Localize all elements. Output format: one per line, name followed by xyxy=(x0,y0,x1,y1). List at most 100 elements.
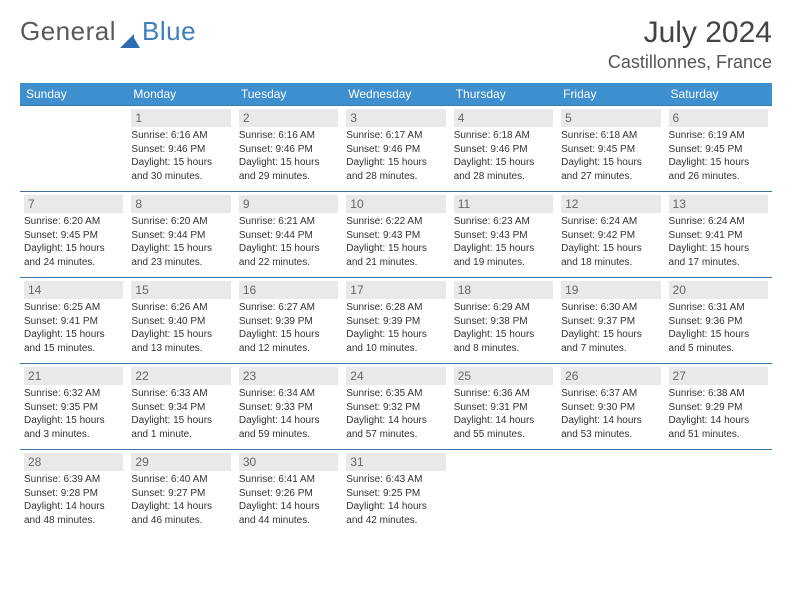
calendar-day-cell xyxy=(20,106,127,192)
sunset-line: Sunset: 9:34 PM xyxy=(131,401,230,415)
sunrise-line: Sunrise: 6:19 AM xyxy=(669,129,768,143)
sunset-line: Sunset: 9:25 PM xyxy=(346,487,445,501)
sunset-line: Sunset: 9:38 PM xyxy=(454,315,553,329)
sunrise-line: Sunrise: 6:16 AM xyxy=(239,129,338,143)
sunset-line: Sunset: 9:46 PM xyxy=(454,143,553,157)
sunset-line: Sunset: 9:44 PM xyxy=(239,229,338,243)
calendar-body: 1Sunrise: 6:16 AMSunset: 9:46 PMDaylight… xyxy=(20,106,772,536)
calendar-day-cell: 6Sunrise: 6:19 AMSunset: 9:45 PMDaylight… xyxy=(665,106,772,192)
calendar-day-cell: 25Sunrise: 6:36 AMSunset: 9:31 PMDayligh… xyxy=(450,364,557,450)
weekday-header: Thursday xyxy=(450,83,557,106)
sunrise-line: Sunrise: 6:18 AM xyxy=(561,129,660,143)
calendar-day-cell: 9Sunrise: 6:21 AMSunset: 9:44 PMDaylight… xyxy=(235,192,342,278)
daylight-line: Daylight: 15 hours and 13 minutes. xyxy=(131,328,230,355)
day-details: Sunrise: 6:20 AMSunset: 9:44 PMDaylight:… xyxy=(131,215,230,269)
sunrise-line: Sunrise: 6:17 AM xyxy=(346,129,445,143)
day-number: 11 xyxy=(454,195,553,213)
weekday-header: Wednesday xyxy=(342,83,449,106)
calendar-header: Sunday Monday Tuesday Wednesday Thursday… xyxy=(20,83,772,106)
day-number: 25 xyxy=(454,367,553,385)
day-details: Sunrise: 6:17 AMSunset: 9:46 PMDaylight:… xyxy=(346,129,445,183)
daylight-line: Daylight: 15 hours and 19 minutes. xyxy=(454,242,553,269)
day-details: Sunrise: 6:18 AMSunset: 9:46 PMDaylight:… xyxy=(454,129,553,183)
calendar-day-cell: 31Sunrise: 6:43 AMSunset: 9:25 PMDayligh… xyxy=(342,450,449,536)
sunrise-line: Sunrise: 6:32 AM xyxy=(24,387,123,401)
day-number: 21 xyxy=(24,367,123,385)
day-details: Sunrise: 6:27 AMSunset: 9:39 PMDaylight:… xyxy=(239,301,338,355)
daylight-line: Daylight: 14 hours and 59 minutes. xyxy=(239,414,338,441)
day-number: 1 xyxy=(131,109,230,127)
calendar-day-cell: 7Sunrise: 6:20 AMSunset: 9:45 PMDaylight… xyxy=(20,192,127,278)
brand-logo: GeneralBlue xyxy=(20,16,196,47)
daylight-line: Daylight: 15 hours and 22 minutes. xyxy=(239,242,338,269)
day-details: Sunrise: 6:23 AMSunset: 9:43 PMDaylight:… xyxy=(454,215,553,269)
day-number: 18 xyxy=(454,281,553,299)
day-details: Sunrise: 6:39 AMSunset: 9:28 PMDaylight:… xyxy=(24,473,123,527)
sunset-line: Sunset: 9:29 PM xyxy=(669,401,768,415)
calendar-day-cell xyxy=(665,450,772,536)
calendar-day-cell: 27Sunrise: 6:38 AMSunset: 9:29 PMDayligh… xyxy=(665,364,772,450)
day-details: Sunrise: 6:30 AMSunset: 9:37 PMDaylight:… xyxy=(561,301,660,355)
sunset-line: Sunset: 9:46 PM xyxy=(239,143,338,157)
day-details: Sunrise: 6:32 AMSunset: 9:35 PMDaylight:… xyxy=(24,387,123,441)
day-number: 29 xyxy=(131,453,230,471)
day-details: Sunrise: 6:26 AMSunset: 9:40 PMDaylight:… xyxy=(131,301,230,355)
sunrise-line: Sunrise: 6:28 AM xyxy=(346,301,445,315)
day-details: Sunrise: 6:35 AMSunset: 9:32 PMDaylight:… xyxy=(346,387,445,441)
daylight-line: Daylight: 14 hours and 42 minutes. xyxy=(346,500,445,527)
location-label: Castillonnes, France xyxy=(608,52,772,73)
calendar-day-cell: 28 Sunrise: 6:39 AMSunset: 9:28 PMDayligh… xyxy=(20,450,127,536)
daylight-line: Daylight: 15 hours and 29 minutes. xyxy=(239,156,338,183)
sunrise-line: Sunrise: 6:35 AM xyxy=(346,387,445,401)
calendar-day-cell: 5Sunrise: 6:18 AMSunset: 9:45 PMDaylight… xyxy=(557,106,664,192)
sunset-line: Sunset: 9:33 PM xyxy=(239,401,338,415)
calendar-day-cell: 12Sunrise: 6:24 AMSunset: 9:42 PMDayligh… xyxy=(557,192,664,278)
sunset-line: Sunset: 9:35 PM xyxy=(24,401,123,415)
daylight-line: Daylight: 14 hours and 46 minutes. xyxy=(131,500,230,527)
sunrise-line: Sunrise: 6:30 AM xyxy=(561,301,660,315)
day-details: Sunrise: 6:41 AMSunset: 9:26 PMDaylight:… xyxy=(239,473,338,527)
daylight-line: Daylight: 15 hours and 23 minutes. xyxy=(131,242,230,269)
day-number: 17 xyxy=(346,281,445,299)
sunrise-line: Sunrise: 6:24 AM xyxy=(561,215,660,229)
calendar-day-cell: 13Sunrise: 6:24 AMSunset: 9:41 PMDayligh… xyxy=(665,192,772,278)
sunrise-line: Sunrise: 6:29 AM xyxy=(454,301,553,315)
day-details: Sunrise: 6:20 AMSunset: 9:45 PMDaylight:… xyxy=(24,215,123,269)
calendar-day-cell: 23Sunrise: 6:34 AMSunset: 9:33 PMDayligh… xyxy=(235,364,342,450)
sunrise-line: Sunrise: 6:23 AM xyxy=(454,215,553,229)
sunrise-line: Sunrise: 6:34 AM xyxy=(239,387,338,401)
calendar-day-cell: 19Sunrise: 6:30 AMSunset: 9:37 PMDayligh… xyxy=(557,278,664,364)
calendar-day-cell: 22Sunrise: 6:33 AMSunset: 9:34 PMDayligh… xyxy=(127,364,234,450)
day-details: Sunrise: 6:28 AMSunset: 9:39 PMDaylight:… xyxy=(346,301,445,355)
day-number: 28 xyxy=(24,453,123,471)
sunset-line: Sunset: 9:26 PM xyxy=(239,487,338,501)
sunset-line: Sunset: 9:43 PM xyxy=(346,229,445,243)
calendar-day-cell: 2Sunrise: 6:16 AMSunset: 9:46 PMDaylight… xyxy=(235,106,342,192)
sunrise-line: Sunrise: 6:33 AM xyxy=(131,387,230,401)
month-title: July 2024 xyxy=(608,16,772,50)
daylight-line: Daylight: 14 hours and 44 minutes. xyxy=(239,500,338,527)
sunrise-line: Sunrise: 6:20 AM xyxy=(131,215,230,229)
daylight-line: Daylight: 15 hours and 28 minutes. xyxy=(346,156,445,183)
day-number: 16 xyxy=(239,281,338,299)
calendar-day-cell: 30Sunrise: 6:41 AMSunset: 9:26 PMDayligh… xyxy=(235,450,342,536)
calendar-week-row: 7Sunrise: 6:20 AMSunset: 9:45 PMDaylight… xyxy=(20,192,772,278)
day-number: 15 xyxy=(131,281,230,299)
day-details: Sunrise: 6:19 AMSunset: 9:45 PMDaylight:… xyxy=(669,129,768,183)
calendar-day-cell: 26Sunrise: 6:37 AMSunset: 9:30 PMDayligh… xyxy=(557,364,664,450)
weekday-header: Friday xyxy=(557,83,664,106)
day-number: 4 xyxy=(454,109,553,127)
daylight-line: Daylight: 15 hours and 1 minute. xyxy=(131,414,230,441)
sunset-line: Sunset: 9:39 PM xyxy=(239,315,338,329)
sunset-line: Sunset: 9:41 PM xyxy=(24,315,123,329)
calendar-day-cell xyxy=(450,450,557,536)
sunset-line: Sunset: 9:44 PM xyxy=(131,229,230,243)
daylight-line: Daylight: 14 hours and 57 minutes. xyxy=(346,414,445,441)
sunset-line: Sunset: 9:45 PM xyxy=(24,229,123,243)
day-number: 13 xyxy=(669,195,768,213)
day-details: Sunrise: 6:21 AMSunset: 9:44 PMDaylight:… xyxy=(239,215,338,269)
daylight-line: Daylight: 15 hours and 26 minutes. xyxy=(669,156,768,183)
calendar-day-cell: 1Sunrise: 6:16 AMSunset: 9:46 PMDaylight… xyxy=(127,106,234,192)
sunset-line: Sunset: 9:45 PM xyxy=(669,143,768,157)
daylight-line: Daylight: 15 hours and 8 minutes. xyxy=(454,328,553,355)
